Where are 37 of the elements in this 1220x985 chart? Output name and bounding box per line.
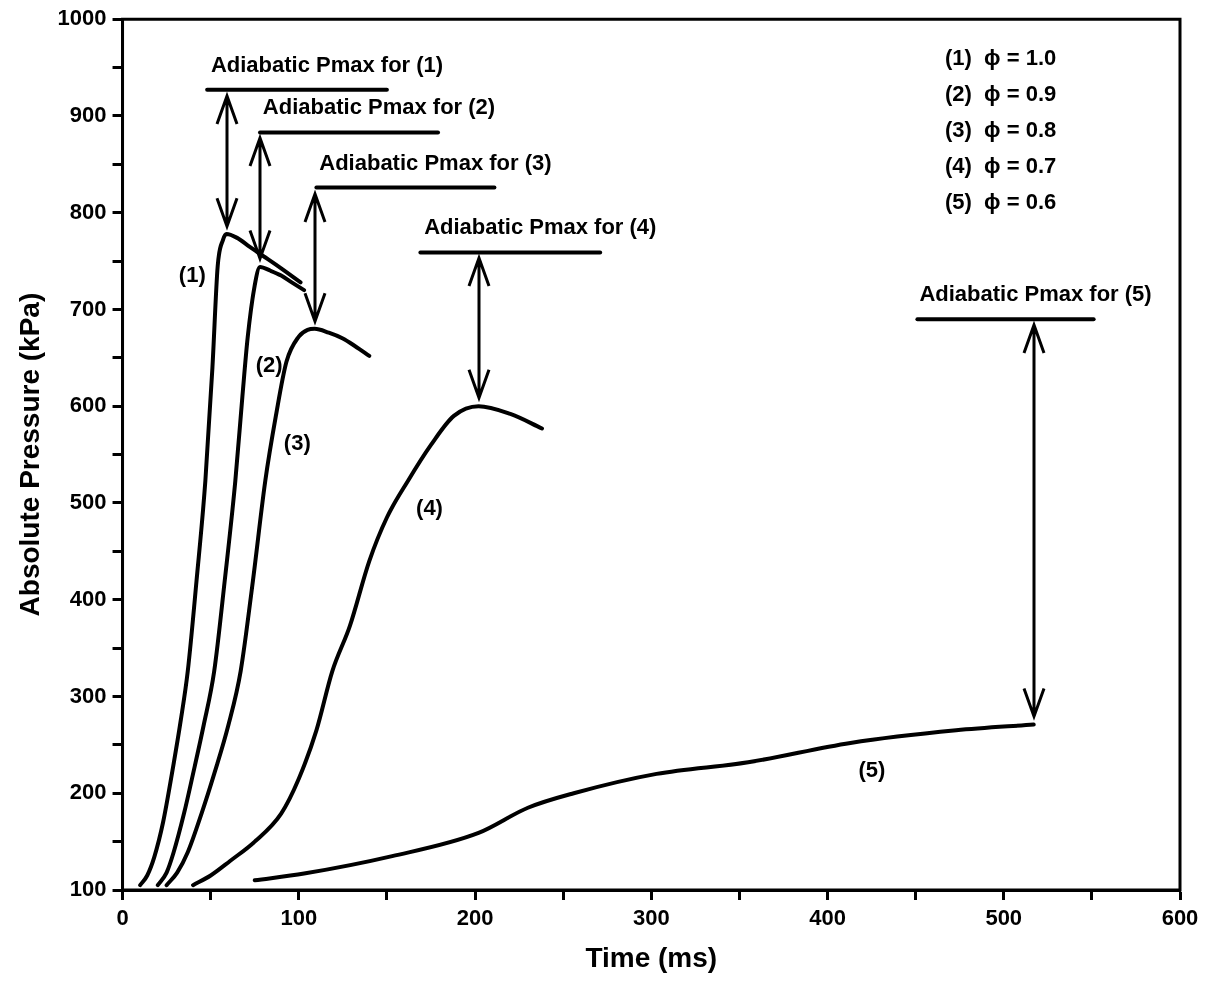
annotation: (2) ϕ = 0.9 xyxy=(945,81,1057,107)
annotation: (4) ϕ = 0.7 xyxy=(945,153,1057,179)
x-tick-label: 200 xyxy=(456,905,494,931)
annotation: Adiabatic Pmax for (5) xyxy=(919,281,1152,307)
x-tick-label: 500 xyxy=(985,905,1023,931)
line-series xyxy=(252,722,1036,883)
y-tick-label: 900 xyxy=(69,102,107,128)
y-tick-label: 500 xyxy=(69,489,107,515)
annotation: (5) xyxy=(858,756,886,782)
x-tick-label: 100 xyxy=(280,905,318,931)
y-axis-title: Absolute Pressure (kPa) xyxy=(13,292,45,617)
line-series xyxy=(191,404,544,888)
x-tick-label: 0 xyxy=(116,905,129,931)
y-tick-label: 700 xyxy=(69,295,107,321)
annotation: (2) xyxy=(255,351,283,377)
annotation: (1) ϕ = 1.0 xyxy=(945,45,1057,71)
y-tick-label: 200 xyxy=(69,779,107,805)
annotation: (1) xyxy=(178,261,206,287)
annotation: (5) ϕ = 0.6 xyxy=(945,189,1057,215)
x-axis-title: Time (ms) xyxy=(585,941,718,973)
annotation: Adiabatic Pmax for (4) xyxy=(424,214,657,240)
x-tick-label: 400 xyxy=(809,905,846,931)
x-tick-label: 300 xyxy=(632,905,670,931)
annotation: Adiabatic Pmax for (1) xyxy=(210,51,444,77)
y-tick-label: 1000 xyxy=(57,5,107,31)
annotation: Adiabatic Pmax for (3) xyxy=(319,149,552,175)
annotation: Adiabatic Pmax for (2) xyxy=(262,94,496,120)
x-tick-label: 600 xyxy=(1161,905,1199,931)
y-tick-label: 300 xyxy=(69,682,107,708)
annotation: (3) ϕ = 0.8 xyxy=(945,117,1057,143)
annotation: (3) xyxy=(283,429,311,455)
y-tick-label: 600 xyxy=(69,392,107,418)
line-series xyxy=(164,326,372,888)
y-tick-label: 800 xyxy=(69,198,107,224)
annotation: (4) xyxy=(416,494,443,520)
y-tick-label: 100 xyxy=(69,876,107,902)
y-tick-label: 400 xyxy=(69,585,107,611)
